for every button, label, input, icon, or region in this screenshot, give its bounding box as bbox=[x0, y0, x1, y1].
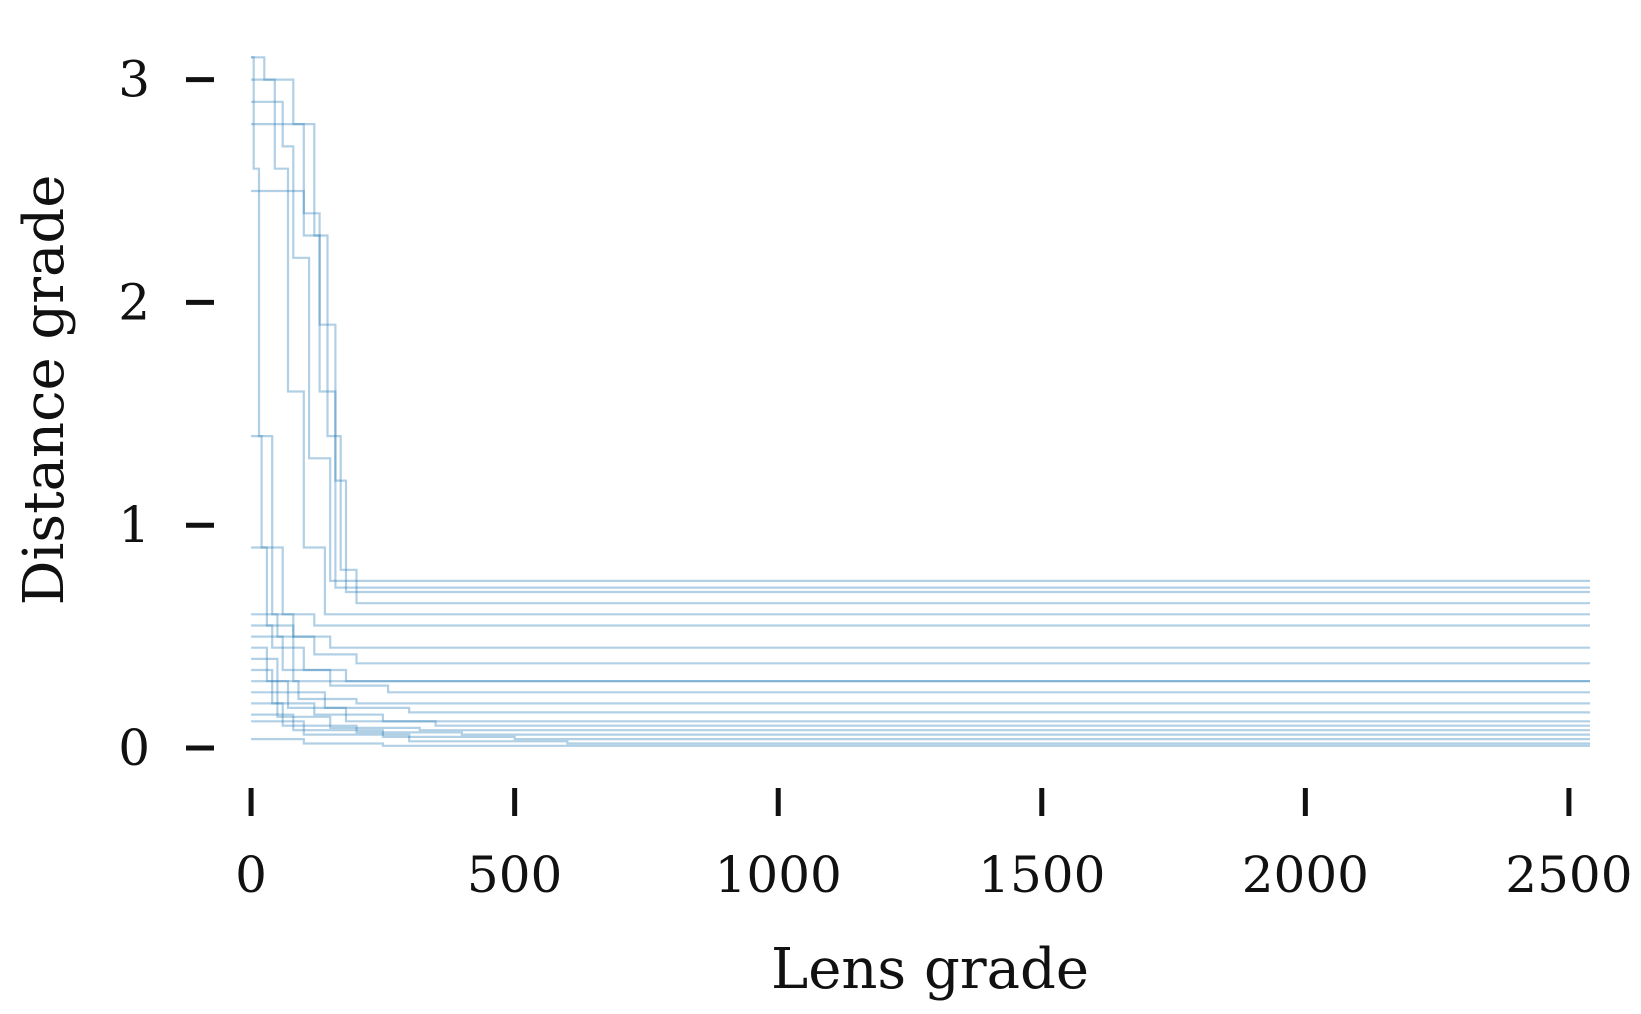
series-line-16 bbox=[251, 702, 1590, 736]
series-line-2 bbox=[251, 100, 1590, 582]
series-line-0 bbox=[251, 56, 1590, 683]
x-axis-label: Lens grade bbox=[771, 937, 1089, 1002]
series-line-8 bbox=[251, 613, 1590, 665]
series-line-14 bbox=[251, 680, 1590, 727]
x-tick-label-0: 0 bbox=[235, 846, 267, 904]
series-line-15 bbox=[251, 691, 1590, 732]
series-line-6 bbox=[251, 435, 1590, 627]
series-layer bbox=[251, 56, 1590, 747]
series-line-11 bbox=[251, 646, 1590, 705]
series-line-13 bbox=[251, 668, 1590, 723]
series-line-17 bbox=[251, 713, 1590, 741]
series-line-9 bbox=[251, 624, 1590, 683]
series-line-1 bbox=[251, 56, 1590, 616]
series-line-19 bbox=[251, 738, 1590, 747]
y-axis-label: Distance grade bbox=[12, 175, 77, 606]
x-tick-label-5: 2500 bbox=[1505, 846, 1632, 904]
x-tick-label-3: 1500 bbox=[978, 846, 1105, 904]
y-tick-label-0: 0 bbox=[118, 719, 150, 777]
series-line-3 bbox=[251, 78, 1590, 589]
series-line-7 bbox=[251, 546, 1590, 649]
x-tick-label-4: 2000 bbox=[1242, 846, 1369, 904]
x-axis: 0 500 1000 1500 2000 2500 bbox=[235, 788, 1633, 904]
series-line-5 bbox=[251, 189, 1590, 594]
x-tick-label-2: 1000 bbox=[715, 846, 842, 904]
y-axis: 0 1 2 3 bbox=[118, 51, 214, 777]
series-line-12 bbox=[251, 657, 1590, 714]
series-line-10 bbox=[251, 635, 1590, 694]
y-tick-label-1: 1 bbox=[118, 496, 150, 554]
y-tick-label-3: 3 bbox=[118, 51, 150, 109]
series-line-4 bbox=[251, 123, 1590, 605]
x-tick-label-1: 500 bbox=[467, 846, 562, 904]
y-tick-label-2: 2 bbox=[118, 273, 150, 331]
series-line-18 bbox=[251, 720, 1590, 745]
